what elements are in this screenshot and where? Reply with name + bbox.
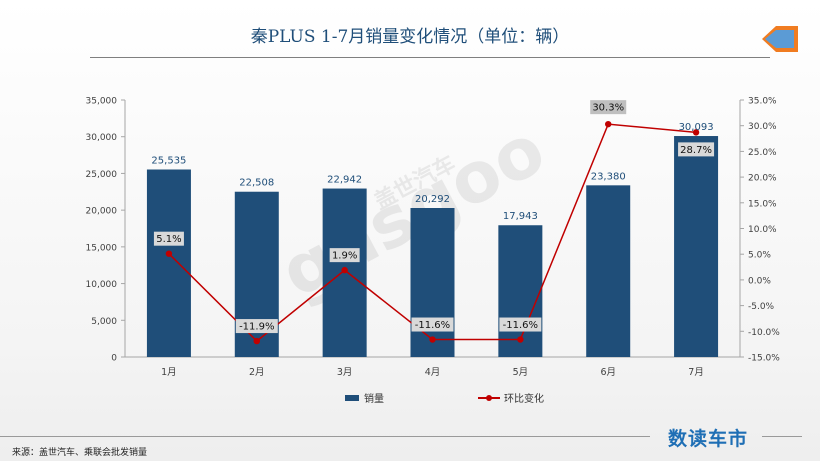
y-right-tick-label: 20.0%: [748, 174, 777, 184]
mom-label-box: [153, 231, 184, 246]
mom-point-6: [605, 120, 612, 128]
mom-data-label: -11.6%: [503, 320, 538, 331]
y-right-tick-label: -15.0%: [748, 354, 780, 364]
y-left-tick-label: 35,000: [86, 97, 118, 107]
legend-label-sales: 销量: [364, 394, 384, 405]
y-right-tick-label: 35.0%: [748, 97, 777, 107]
x-tick-label: 4月: [425, 367, 441, 378]
corner-arrow-icon: [762, 26, 798, 52]
bar-5: [498, 225, 543, 357]
bar-data-label: 25,535: [151, 156, 186, 167]
y-left-tick-label: 5,000: [91, 317, 117, 327]
title-divider: [90, 57, 770, 58]
x-tick-label: 7月: [688, 367, 704, 378]
mom-label-box: [499, 317, 542, 332]
mom-data-label: 30.3%: [592, 103, 624, 114]
mom-point-1: [165, 250, 173, 257]
mom-data-label: 1.9%: [332, 251, 357, 262]
footer-divider-right: [762, 436, 802, 437]
mom-point-3: [341, 266, 348, 274]
x-tick-label: 1月: [161, 367, 177, 378]
legend-bar-swatch: [345, 394, 359, 401]
x-tick-label: 6月: [600, 367, 616, 378]
bar-7: [674, 136, 719, 357]
y-right-tick-label: 30.0%: [748, 122, 777, 132]
mom-label-box: [678, 142, 715, 157]
mom-data-label: 5.1%: [156, 234, 181, 245]
y-right-tick-label: -10.0%: [748, 328, 780, 338]
mom-label-box: [235, 319, 278, 334]
y-left-tick-label: 10,000: [86, 280, 118, 290]
y-right-tick-label: 10.0%: [748, 225, 777, 235]
bar-data-label: 17,943: [503, 211, 538, 222]
mom-data-label: -11.6%: [415, 320, 450, 331]
mom-point-7: [692, 129, 700, 136]
bar-6: [586, 185, 631, 357]
x-tick-label: 5月: [513, 367, 529, 378]
bar-4: [410, 207, 455, 357]
y-left-tick-label: 15,000: [86, 243, 118, 253]
y-left-tick-label: 0: [111, 354, 117, 364]
legend-label-mom: 环比变化: [504, 394, 544, 405]
chart-legend: 销量 环比变化: [0, 390, 820, 406]
y-right-tick-label: 25.0%: [748, 148, 777, 158]
mom-data-label: 28.7%: [680, 145, 712, 156]
x-tick-label: 2月: [249, 367, 265, 378]
y-left-tick-label: 25,000: [86, 170, 118, 180]
mom-point-5: [517, 336, 524, 343]
chart-title: 秦PLUS 1-7月销量变化情况（单位：辆）: [250, 27, 570, 47]
y-left-tick-label: 20,000: [86, 207, 118, 217]
mom-point-2: [253, 337, 260, 345]
x-tick-label: 3月: [337, 367, 353, 378]
bar-data-label: 22,942: [327, 175, 362, 186]
y-left-tick-label: 30,000: [86, 133, 118, 143]
bar-data-label: 30,093: [679, 122, 714, 133]
y-right-tick-label: 15.0%: [748, 199, 777, 209]
bar-data-label: 20,292: [415, 194, 450, 205]
combo-chart: 0 5,000 10,000 15,000 20,000 25,000 30,000 35,0…: [86, 97, 781, 379]
bar-data-label: 23,380: [591, 171, 626, 182]
legend-line-swatch: [478, 394, 500, 402]
y-right-tick-label: 5.0%: [748, 251, 771, 261]
y-right-tick-label: -5.0%: [748, 302, 775, 312]
mom-label-box: [411, 317, 454, 332]
legend-item-sales: 销量: [345, 390, 384, 405]
bar-data-label: 22,508: [239, 178, 274, 189]
legend-item-mom: 环比变化: [478, 390, 544, 405]
mom-label-box: [329, 248, 360, 263]
brand-logo: 数读车市: [668, 428, 749, 450]
mom-point-4: [429, 336, 436, 343]
mom-data-label: -11.9%: [239, 322, 274, 333]
footer-divider: [0, 436, 650, 437]
bar-1: [146, 169, 191, 357]
source-note: 来源：盖世汽车、乘联会批发销量: [12, 448, 148, 458]
mom-label-box: [590, 100, 627, 115]
y-right-tick-label: 0.0%: [748, 276, 771, 286]
